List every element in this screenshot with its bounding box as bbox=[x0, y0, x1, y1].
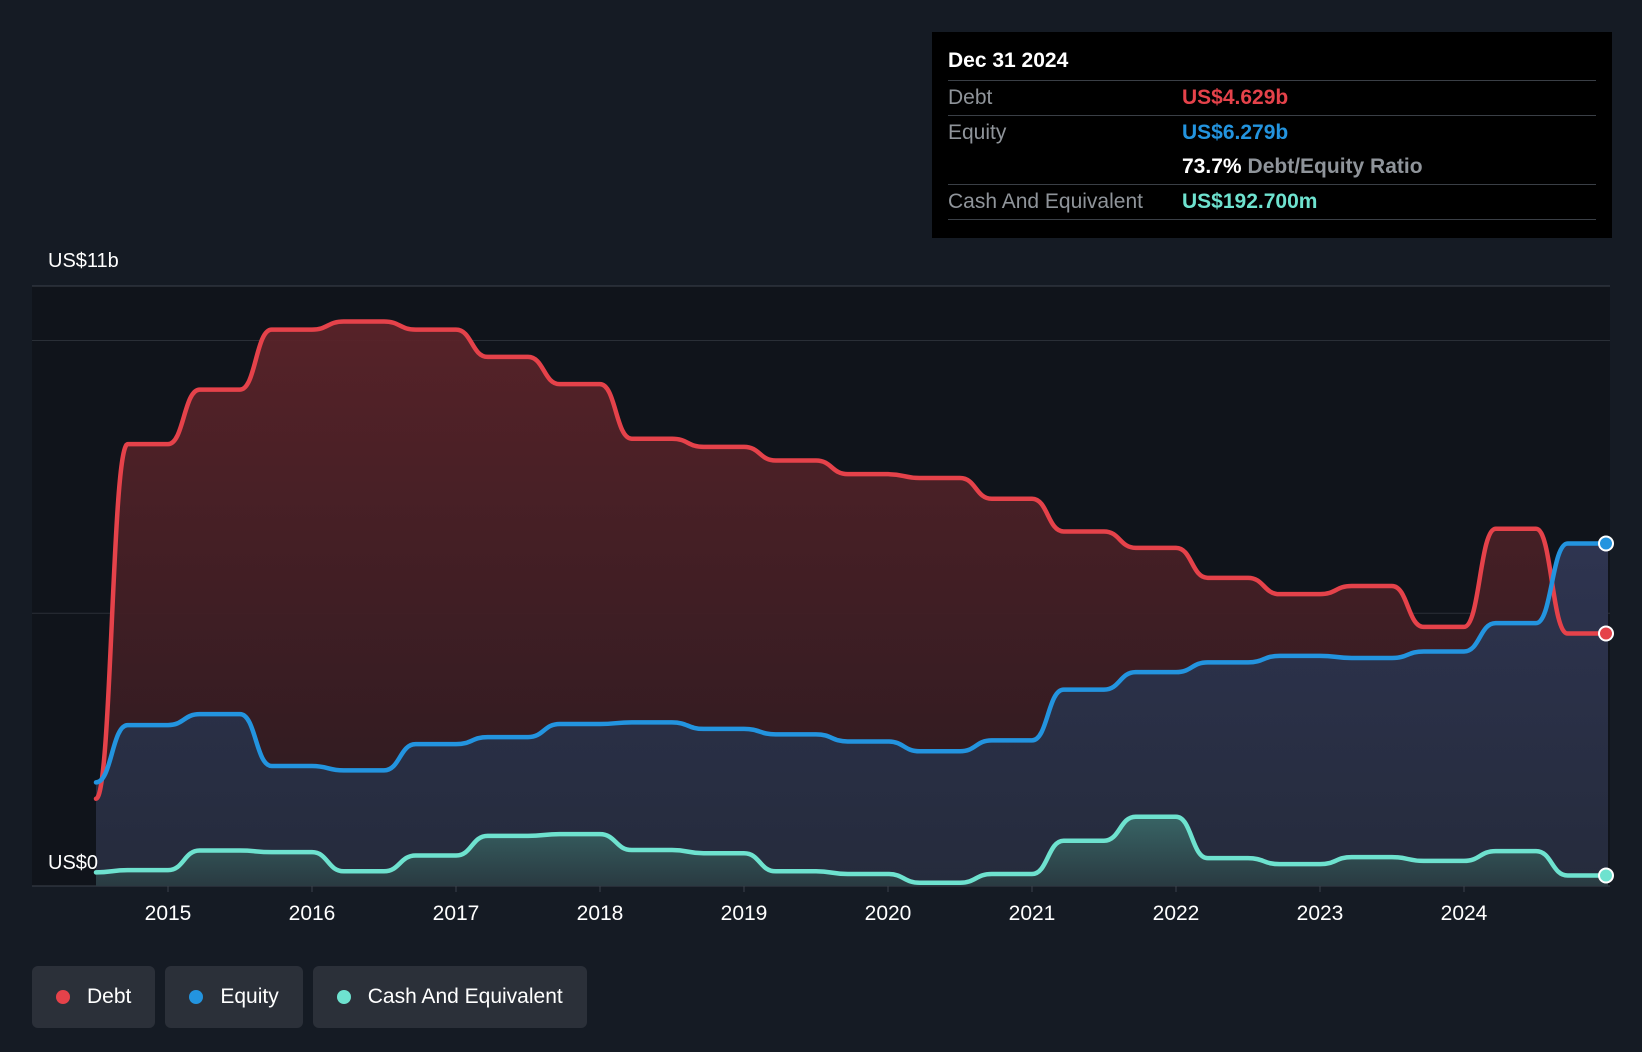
x-tick-label: 2018 bbox=[577, 902, 624, 925]
equity-line bbox=[93, 541, 1611, 785]
x-tick-label: 2022 bbox=[1153, 902, 1200, 925]
y-axis-min-label: US$0 bbox=[48, 852, 99, 874]
x-tick-label: 2017 bbox=[433, 902, 480, 925]
tooltip-equity-value: US$6.279b bbox=[1182, 121, 1289, 144]
tooltip-equity-label: Equity bbox=[948, 121, 1007, 144]
equity-end-marker bbox=[1598, 535, 1614, 552]
end-markers bbox=[1598, 535, 1614, 884]
series-areas bbox=[96, 321, 1608, 886]
tooltip-debt-value: US$4.629b bbox=[1182, 86, 1289, 109]
x-tick-label: 2019 bbox=[721, 902, 768, 925]
legend-label: Equity bbox=[220, 985, 279, 1008]
tooltip-equity-row: Equity US$6.279b bbox=[948, 116, 1596, 150]
tooltip-date: Dec 31 2024 bbox=[948, 46, 1596, 81]
x-tick-label: 2020 bbox=[865, 902, 912, 925]
tooltip-debt-label: Debt bbox=[948, 86, 993, 109]
x-tick-label: 2023 bbox=[1297, 902, 1344, 925]
debt-line bbox=[93, 319, 1611, 801]
tooltip-ratio-label: Debt/Equity Ratio bbox=[1247, 155, 1423, 178]
x-tick-label: 2016 bbox=[289, 902, 336, 925]
cash-line bbox=[93, 814, 1611, 885]
legend: Debt Equity Cash And Equivalent bbox=[32, 966, 587, 1028]
tooltip-ratio-value: 73.7% bbox=[1182, 155, 1242, 178]
y-axis-max-label: US$11b bbox=[48, 250, 119, 272]
legend-label: Cash And Equivalent bbox=[367, 985, 563, 1008]
legend-item-equity[interactable]: Equity bbox=[165, 966, 303, 1028]
cash-area bbox=[96, 816, 1608, 886]
legend-dot-icon bbox=[189, 990, 204, 1004]
x-tick-label: 2024 bbox=[1441, 902, 1488, 925]
legend-label: Debt bbox=[87, 985, 132, 1008]
legend-dot-icon bbox=[56, 990, 70, 1004]
tooltip-debt-row: Debt US$4.629b bbox=[948, 81, 1596, 116]
legend-item-debt[interactable]: Debt bbox=[32, 966, 156, 1028]
series-lines bbox=[93, 319, 1611, 885]
legend-item-cash[interactable]: Cash And Equivalent bbox=[312, 966, 587, 1028]
tooltip: Dec 31 2024 Debt US$4.629b Equity US$6.2… bbox=[932, 32, 1612, 238]
tooltip-cash-label: Cash And Equivalent bbox=[948, 190, 1143, 213]
x-tick-label: 2021 bbox=[1009, 902, 1056, 925]
tooltip-ratio-row: 73.7% Debt/Equity Ratio bbox=[948, 150, 1596, 185]
tooltip-cash-row: Cash And Equivalent US$192.700m bbox=[948, 185, 1596, 220]
legend-dot-icon bbox=[336, 990, 351, 1004]
tooltip-cash-value: US$192.700m bbox=[1182, 190, 1318, 213]
x-tick-labels: 2015 2016 2017 2018 2019 2020 2021 2022 2023 2024 bbox=[145, 886, 1488, 925]
debt-end-marker bbox=[1598, 625, 1614, 642]
cash-end-marker bbox=[1598, 867, 1614, 884]
x-tick-label: 2015 bbox=[145, 902, 192, 925]
equity-area bbox=[96, 543, 1608, 886]
